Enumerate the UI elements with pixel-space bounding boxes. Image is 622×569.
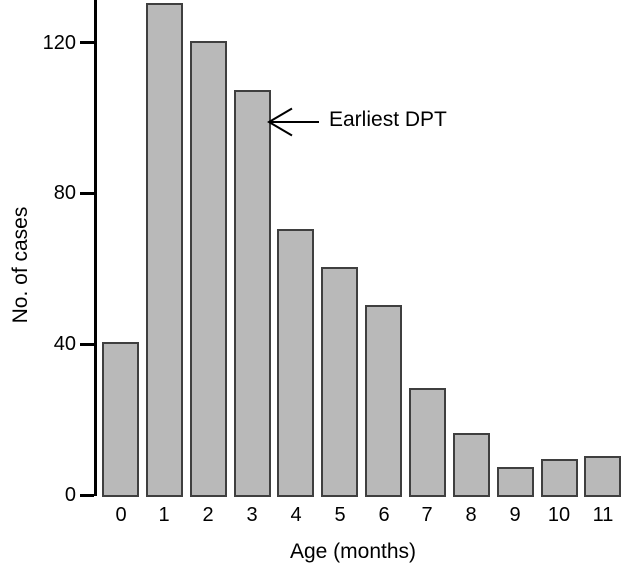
- y-axis-line: [94, 0, 97, 496]
- bar: [234, 90, 271, 497]
- y-tick: [80, 493, 94, 497]
- x-tick-label: 10: [547, 504, 571, 526]
- bar: [190, 41, 227, 497]
- bar: [365, 305, 402, 497]
- bar: [497, 467, 534, 497]
- y-tick: [80, 41, 94, 45]
- x-tick-label: 4: [290, 504, 302, 526]
- x-tick-label: 11: [592, 504, 614, 526]
- x-tick-label: 7: [421, 504, 433, 526]
- x-tick-label: 3: [246, 504, 258, 526]
- bar: [409, 388, 446, 497]
- bar: [146, 3, 183, 497]
- y-tick: [80, 191, 94, 195]
- y-axis-title: No. of cases: [9, 206, 32, 324]
- x-tick-label: 9: [509, 504, 521, 526]
- y-tick-label: 120: [42, 31, 76, 54]
- bar: [584, 456, 621, 497]
- x-tick-label: 0: [115, 504, 127, 526]
- bar: [541, 459, 578, 497]
- x-tick-label: 6: [378, 504, 390, 526]
- x-tick-label: 8: [465, 504, 477, 526]
- y-tick: [80, 342, 94, 346]
- x-tick-label: 2: [202, 504, 214, 526]
- x-tick-label: 5: [334, 504, 346, 526]
- bar: [453, 433, 490, 497]
- y-tick-label: 0: [64, 484, 76, 506]
- y-tick-label: 80: [53, 182, 76, 205]
- x-tick-label: 1: [158, 504, 170, 526]
- bar: [102, 342, 139, 497]
- bar: [321, 267, 358, 497]
- y-tick-label: 40: [53, 333, 76, 356]
- annotation-label: Earliest DPT: [329, 108, 447, 131]
- x-axis-title: Age (months): [289, 540, 417, 563]
- bar: [277, 229, 314, 497]
